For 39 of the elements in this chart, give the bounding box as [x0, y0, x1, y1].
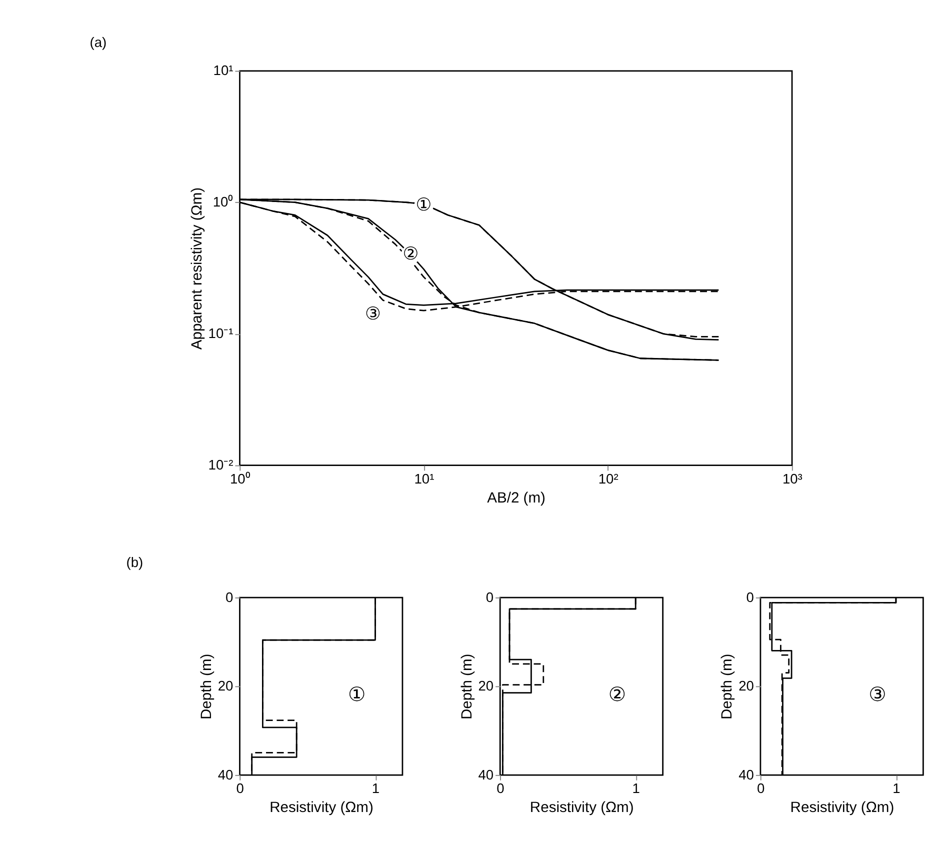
annotation: ②	[402, 244, 419, 265]
x-axis-title: AB/2 (m)	[487, 490, 546, 506]
annotation: ①	[416, 196, 432, 216]
y-axis-title: Apparent resistivity (Ωm)	[189, 187, 206, 350]
y-tick-label: 10¹	[213, 63, 234, 78]
y-axis-title: Depth (m)	[198, 654, 215, 720]
x-tick-label: 10⁰	[230, 472, 250, 487]
x-tick-label: 10²	[598, 472, 619, 487]
y-tick-label: 0	[746, 590, 754, 605]
x-tick-label: 0	[757, 781, 766, 796]
y-tick-label: 20	[478, 678, 494, 694]
annotation: ①	[348, 682, 366, 706]
annotation: ③	[365, 304, 381, 324]
text: (a)	[90, 35, 107, 50]
x-axis-title: Resistivity (Ωm)	[530, 800, 634, 816]
x-axis-title: Resistivity (Ωm)	[790, 800, 894, 816]
annotation: ②	[608, 682, 626, 706]
x-tick-label: 10³	[782, 472, 803, 487]
y-tick-label: 10⁻¹	[208, 326, 234, 342]
text: (b)	[126, 554, 144, 570]
x-axis-title: Resistivity (Ωm)	[270, 800, 374, 816]
x-tick-label: 0	[236, 781, 244, 796]
y-tick-label: 20	[738, 678, 754, 694]
y-tick-label: 40	[478, 767, 494, 782]
y-tick-label: 40	[738, 767, 754, 782]
y-tick-label: 0	[486, 590, 494, 605]
x-tick-label: 1	[372, 781, 380, 796]
x-tick-label: 1	[632, 781, 640, 796]
y-axis-title: Depth (m)	[720, 654, 736, 720]
y-tick-label: 40	[218, 767, 234, 782]
y-tick-label: 10⁰	[212, 194, 234, 210]
y-axis-title: Depth (m)	[459, 654, 476, 720]
annotation: ③	[868, 682, 886, 706]
x-tick-label: 10¹	[414, 472, 435, 487]
y-tick-label: 0	[226, 590, 234, 605]
y-tick-label: 10⁻²	[208, 458, 234, 473]
x-tick-label: 0	[496, 781, 505, 796]
y-tick-label: 20	[218, 678, 234, 694]
x-tick-label: 1	[892, 781, 900, 796]
